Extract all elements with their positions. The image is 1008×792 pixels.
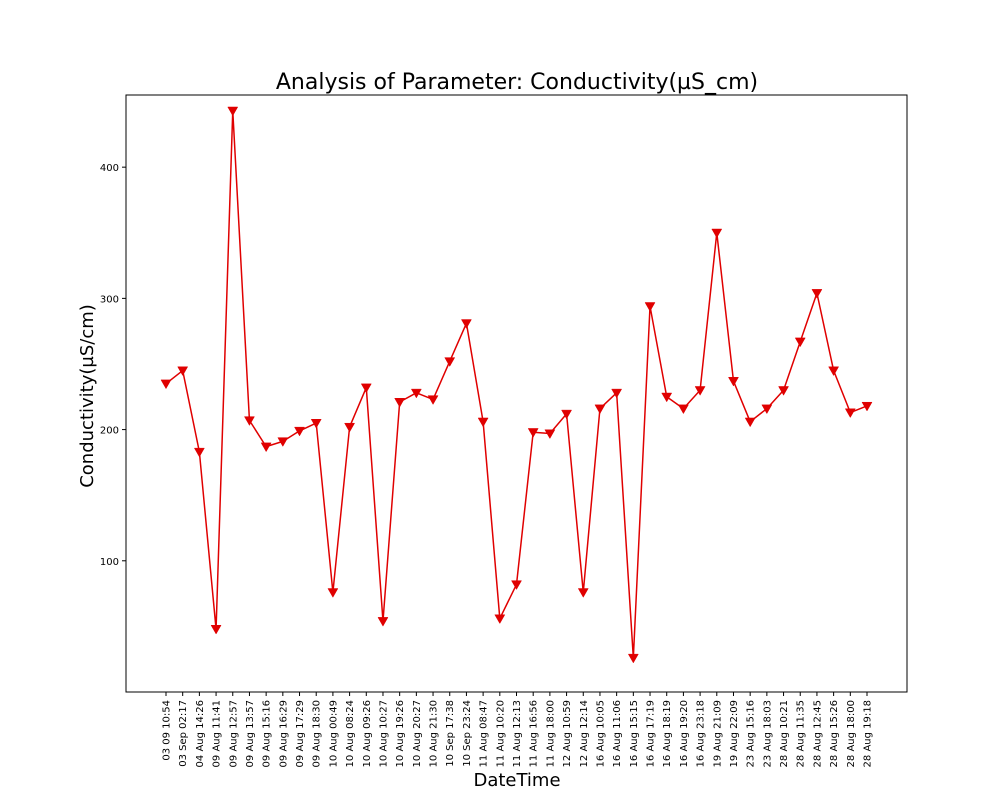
x-tick-label: 11 Aug 12:13 <box>512 700 523 767</box>
x-tick-label: 28 Aug 18:00 <box>846 700 857 767</box>
x-tick-label: 09 Aug 18:30 <box>312 700 323 767</box>
x-tick-label: 10 Aug 20:27 <box>412 700 423 767</box>
data-point-marker <box>744 417 756 428</box>
data-point-marker <box>227 106 239 117</box>
data-point-marker <box>427 395 439 405</box>
data-point-marker <box>661 392 673 403</box>
x-tick-label: 09 Aug 17:29 <box>295 700 306 767</box>
data-point-marker <box>294 426 305 437</box>
x-tick-label: 10 Aug 21:30 <box>429 700 440 767</box>
x-tick-label: 12 Aug 12:14 <box>579 700 590 767</box>
data-point-marker <box>694 386 706 396</box>
x-tick-label: 10 Aug 09:26 <box>362 700 373 767</box>
data-point-marker <box>511 580 522 590</box>
x-tick-label: 03 Sep 02:17 <box>178 700 189 767</box>
data-point-marker <box>794 337 806 348</box>
x-tick-label: 09 Aug 13:57 <box>245 700 256 767</box>
data-point-marker <box>394 398 406 408</box>
x-tick-label: 10 Sep 17:38 <box>445 700 456 767</box>
data-point-marker <box>811 289 823 299</box>
x-tick-label: 10 Aug 08:24 <box>345 700 356 767</box>
data-point-marker <box>327 588 339 598</box>
x-tick-label: 28 Aug 11:35 <box>796 700 807 767</box>
data-point-marker <box>761 404 773 415</box>
data-point-marker <box>677 404 689 415</box>
x-tick-label: 28 Aug 19:18 <box>863 700 874 767</box>
x-tick-label: 11 Aug 16:56 <box>529 700 540 767</box>
x-axis-ticks: 03 09 10:54 03 Sep 02:17 04 Aug 14:26 09 Au… <box>162 692 874 767</box>
series-group <box>160 106 873 664</box>
y-tick-label: 100 <box>100 557 119 568</box>
y-tick-label: 400 <box>100 163 119 174</box>
data-point-marker <box>577 588 589 598</box>
x-tick-label: 11 Aug 08:47 <box>479 700 490 767</box>
plot-area-frame <box>125 94 908 693</box>
x-tick-label: 10 Sep 23:24 <box>462 700 473 767</box>
data-point-marker <box>711 228 723 239</box>
x-tick-label: 16 Aug 10:05 <box>595 700 606 767</box>
x-tick-label: 16 Aug 15:15 <box>629 700 640 767</box>
data-point-marker <box>210 625 222 635</box>
x-tick-label: 11 Aug 10:20 <box>495 700 506 767</box>
x-tick-label: 28 Aug 12:45 <box>812 700 823 767</box>
series-line <box>165 110 868 659</box>
x-tick-label: 19 Aug 21:09 <box>712 700 723 767</box>
data-point-marker <box>310 419 322 429</box>
data-point-marker <box>861 401 873 412</box>
data-point-marker <box>828 366 840 377</box>
y-tick-label: 300 <box>100 294 119 305</box>
x-tick-label: 16 Aug 23:18 <box>696 700 707 767</box>
data-point-marker <box>527 428 539 438</box>
data-point-marker <box>561 409 573 420</box>
data-point-marker <box>344 422 356 433</box>
data-point-marker <box>611 388 623 399</box>
data-point-marker <box>844 408 856 419</box>
x-tick-label: 11 Aug 18:00 <box>545 700 556 767</box>
data-point-marker <box>544 429 556 440</box>
x-tick-label: 09 Aug 15:16 <box>262 700 273 767</box>
x-tick-label: 16 Aug 11:06 <box>612 700 623 767</box>
data-point-marker <box>644 302 656 312</box>
data-point-marker <box>728 377 739 387</box>
x-tick-label: 23 Aug 15:16 <box>746 700 757 767</box>
y-axis-label: Conductivity(µS/cm) <box>77 304 98 488</box>
x-axis-label: DateTime <box>473 770 560 791</box>
x-tick-label: 28 Aug 15:26 <box>829 700 840 767</box>
data-point-marker <box>778 386 789 396</box>
data-point-marker <box>160 379 172 390</box>
x-tick-label: 10 Aug 10:27 <box>378 700 389 767</box>
y-tick-label: 200 <box>100 426 119 437</box>
x-tick-label: 09 Aug 11:41 <box>212 700 223 767</box>
x-tick-label: 12 Aug 10:59 <box>562 700 573 767</box>
x-tick-label: 09 Aug 12:57 <box>228 700 239 767</box>
x-tick-label: 10 Aug 00:49 <box>328 700 339 767</box>
x-tick-label: 16 Aug 17:19 <box>646 700 657 767</box>
chart-title: Analysis of Parameter: Conductivity(µS_c… <box>276 70 758 95</box>
x-tick-label: 09 Aug 16:29 <box>278 700 289 767</box>
data-point-marker <box>444 357 456 367</box>
x-tick-label: 04 Aug 14:26 <box>195 700 206 767</box>
x-tick-label: 03 09 10:54 <box>162 700 173 761</box>
data-point-marker <box>277 437 289 447</box>
x-tick-label: 28 Aug 10:21 <box>779 700 790 767</box>
data-point-marker <box>244 416 255 426</box>
data-point-marker <box>360 383 372 394</box>
data-point-marker <box>494 614 506 625</box>
x-tick-label: 16 Aug 18:19 <box>662 700 673 767</box>
data-point-marker <box>377 617 389 627</box>
data-point-marker <box>477 417 489 428</box>
data-point-marker <box>260 442 272 453</box>
data-point-marker <box>460 319 472 329</box>
x-tick-label: 19 Aug 22:09 <box>729 700 740 767</box>
data-point-marker <box>177 366 189 377</box>
x-tick-label: 10 Aug 19:26 <box>395 700 406 767</box>
data-point-marker <box>410 388 422 399</box>
data-point-marker <box>193 447 205 458</box>
x-tick-label: 23 Aug 18:03 <box>762 700 773 767</box>
data-point-marker <box>627 653 639 664</box>
x-tick-label: 16 Aug 19:20 <box>679 700 690 767</box>
y-axis-ticks: 100 200 300 400 <box>100 163 126 568</box>
data-point-marker <box>594 404 606 415</box>
